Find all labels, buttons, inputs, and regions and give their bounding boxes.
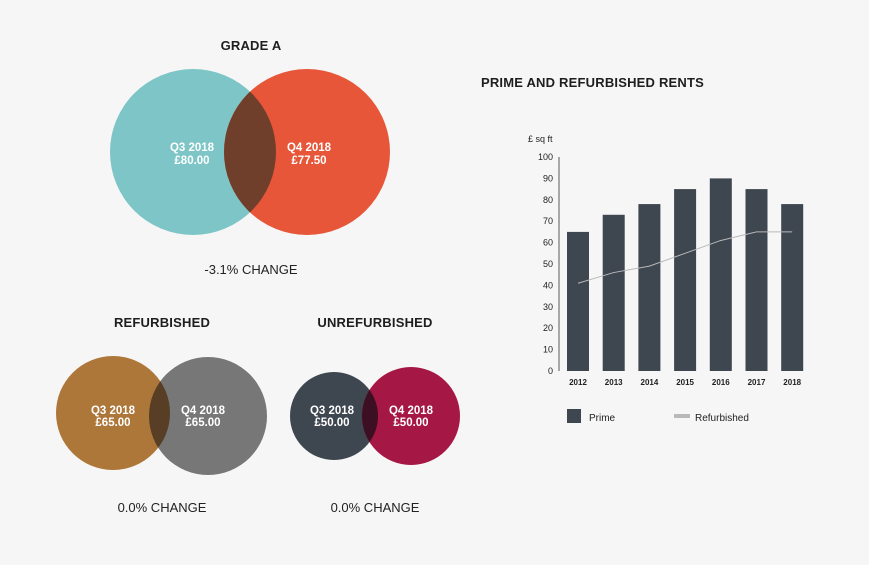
venn-unrefurbished-q4-value: £50.00 [393,417,428,429]
venn-refurbished-q4-value: £65.00 [185,417,220,429]
bar-prime-2015 [674,189,697,371]
venn-title-grade-a: GRADE A [220,38,282,53]
x-tick-label: 2018 [783,378,801,387]
y-tick-label: 90 [543,173,553,183]
venn-grade-a-q4-period: Q4 2018 [287,142,332,154]
venn-refurbished-q4-period: Q4 2018 [181,405,226,417]
venn-unrefurbished-q4-circle [362,367,460,465]
y-tick-label: 20 [543,323,553,333]
x-tick-label: 2016 [712,378,730,387]
venn-change-grade-a: -3.1% CHANGE [204,262,298,277]
x-tick-label: 2014 [641,378,659,387]
venn-title-refurbished: REFURBISHED [113,315,211,330]
y-tick-label: 10 [543,345,553,355]
venn-change-unrefurbished: 0.0% CHANGE [330,500,420,515]
y-tick-label: 80 [543,195,553,205]
y-tick-label: 40 [543,280,553,290]
venn-grade-a-q3-period: Q3 2018 [170,142,215,154]
venn-grade-a-q4-circle [224,69,390,235]
y-tick-label: 70 [543,216,553,226]
venn-title-unrefurbished: UNREFURBISHED [317,315,433,330]
x-tick-label: 2015 [676,378,694,387]
y-axis-label: £ sq ft [528,134,553,144]
venn-unrefurbished-q3-value: £50.00 [314,417,349,429]
y-tick-label: 100 [538,152,553,162]
bar-prime-2017 [745,189,768,371]
bar-prime-2013 [602,214,625,371]
venn-unrefurbished-q4-period: Q4 2018 [389,405,434,417]
chart-title: PRIME AND REFURBISHED RENTS [480,75,705,90]
venn-refurbished-q4-circle [149,357,267,475]
y-tick-label: 60 [543,238,553,248]
venn-refurbished-q3-period: Q3 2018 [91,405,136,417]
legend-prime-label: Prime [589,413,616,424]
venn-unrefurbished-q3-circle [290,372,378,460]
venn-refurbished-q3-value: £65.00 [95,417,130,429]
y-tick-label: 0 [548,366,553,376]
bar-prime-2012 [567,231,589,371]
venn-grade-a-q3-value: £80.00 [174,155,209,167]
bar-prime-2018 [781,204,804,371]
y-tick-label: 50 [543,259,553,269]
venn-grade-a-q4-value: £77.50 [291,155,326,167]
bar-prime-2014 [638,204,661,371]
venn-grade-a-q3-circle [110,69,276,235]
refurbished-line [577,231,793,284]
legend-refurbished-swatch [674,414,690,418]
x-tick-label: 2013 [605,378,623,387]
venn-change-refurbished: 0.0% CHANGE [117,500,207,515]
bar-prime-2016 [709,178,732,371]
venn-unrefurbished-q3-period: Q3 2018 [310,405,355,417]
legend-prime-swatch [567,409,581,423]
venn-refurbished-q3-circle [56,356,170,470]
x-tick-label: 2012 [569,378,587,387]
legend-refurbished-label: Refurbished [695,413,749,424]
y-tick-label: 30 [543,302,553,312]
x-tick-label: 2017 [748,378,766,387]
